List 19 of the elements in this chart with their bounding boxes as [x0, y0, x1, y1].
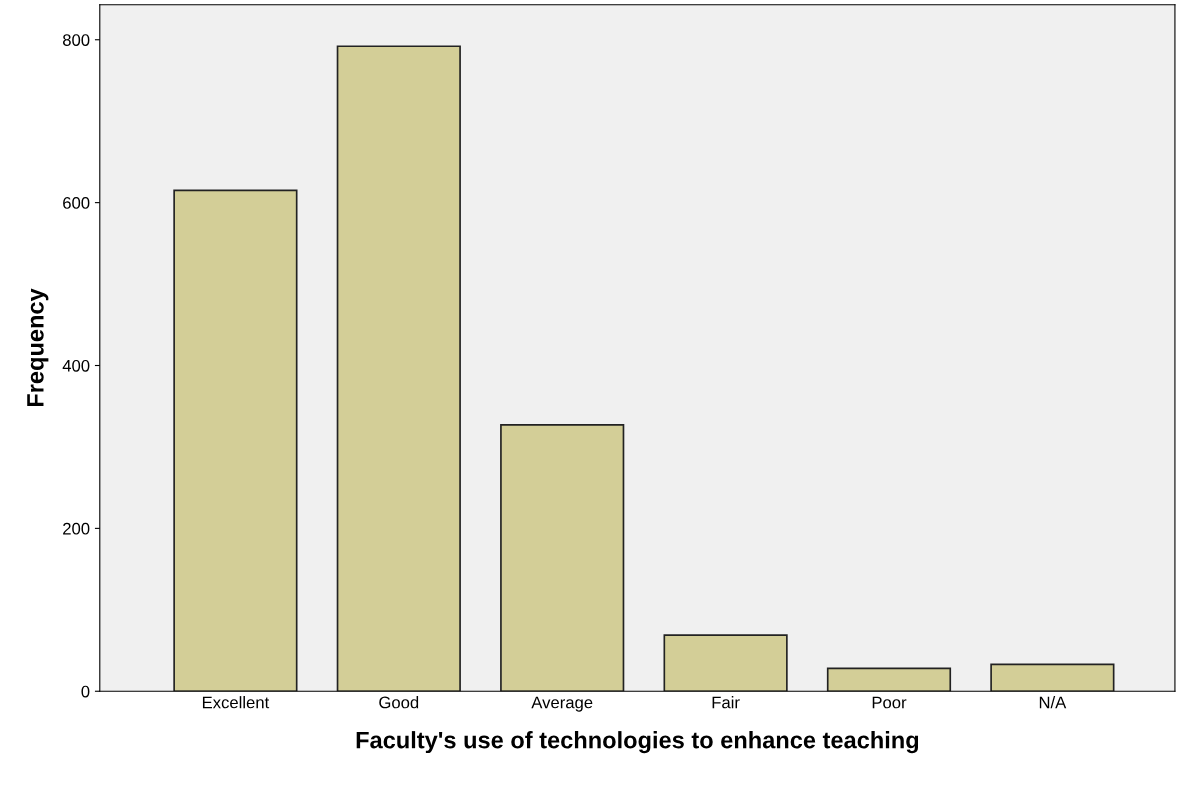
- x-tick-label: Average: [531, 696, 593, 712]
- y-tick-label: 800: [62, 34, 90, 46]
- bar: [826, 667, 952, 692]
- bar: [173, 189, 298, 692]
- y-tick-label: 200: [63, 522, 90, 535]
- x-axis-title: Faculty's use of technologies to enhance teaching: [356, 731, 919, 754]
- bar: [500, 424, 625, 692]
- y-tick-label: 0: [81, 685, 90, 698]
- bar: [663, 634, 788, 692]
- bar: [990, 663, 1115, 692]
- y-tick-label: 400: [62, 359, 90, 372]
- y-tick-label: 600: [63, 197, 90, 209]
- x-tick-label: Fair: [712, 696, 740, 709]
- x-tick-label: Excellent: [202, 696, 270, 709]
- y-axis-title: Frequency: [27, 288, 49, 407]
- bar: [336, 45, 461, 692]
- x-tick-label: Poor: [872, 696, 907, 709]
- x-tick-label: Good: [379, 696, 419, 709]
- x-tick-label: N/A: [1039, 696, 1067, 709]
